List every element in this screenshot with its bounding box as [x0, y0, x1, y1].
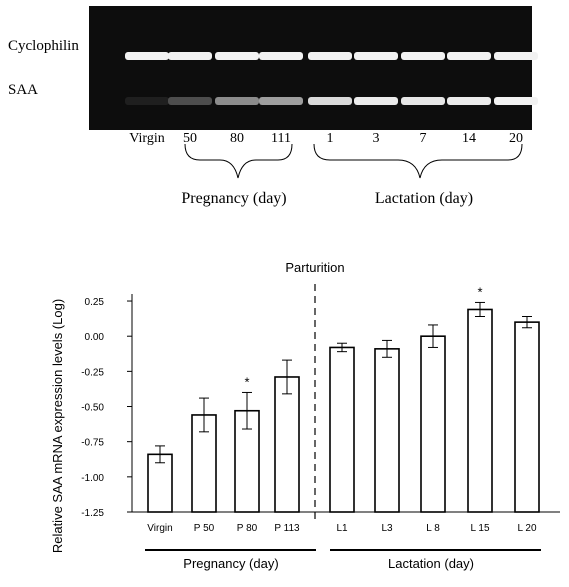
gel-lane-label: 7 — [420, 131, 427, 146]
gel-lane-label: 14 — [462, 131, 476, 146]
gel-lane-label: 3 — [373, 131, 380, 146]
gel-background — [89, 6, 532, 130]
saa-band — [259, 97, 303, 105]
bar — [420, 335, 446, 513]
gel-lane-label: Virgin — [129, 131, 164, 146]
cyclophilin-band — [401, 52, 445, 60]
cyclophilin-band — [308, 52, 352, 60]
y-tick-label: -1.25 — [81, 508, 104, 519]
x-tick-label: L3 — [381, 523, 393, 534]
saa-band — [401, 97, 445, 105]
gel-lane-label: 20 — [509, 131, 523, 146]
gel-row-label-cyclophilin: Cyclophilin — [8, 38, 79, 54]
x-tick-label: L 15 — [470, 523, 490, 534]
significance-star: * — [244, 374, 249, 389]
lactation-group-label: Lactation (day) — [388, 556, 474, 571]
saa-band — [447, 97, 491, 105]
x-tick-label: L 8 — [426, 523, 440, 534]
saa-band — [354, 97, 398, 105]
cyclophilin-band — [215, 52, 259, 60]
bar-chart: Relative SAA mRNA expression levels (Log… — [50, 260, 560, 571]
cyclophilin-band — [125, 52, 169, 60]
gel-panel: Cyclophilin SAA Virgin 50 80 111 1 3 7 14 20 Pre… — [8, 6, 538, 207]
saa-band — [215, 97, 259, 105]
gel-lane-label: 50 — [183, 131, 197, 146]
cyclophilin-band — [494, 52, 538, 60]
x-tick-label: P 50 — [194, 523, 215, 534]
y-tick-label: -0.50 — [81, 403, 104, 414]
y-axis-label: Relative SAA mRNA expression levels (Log… — [50, 299, 65, 553]
y-tick-label: -0.25 — [81, 367, 104, 378]
y-tick-label: 0.25 — [85, 297, 105, 308]
bar — [467, 308, 493, 513]
saa-band — [494, 97, 538, 105]
cyclophilin-band — [354, 52, 398, 60]
x-tick-label: Virgin — [147, 523, 172, 534]
bar — [274, 376, 300, 513]
saa-band — [308, 97, 352, 105]
pregnancy-group-label: Pregnancy (day) — [183, 556, 278, 571]
gel-lane-label: 80 — [230, 131, 244, 146]
pregnancy-brace — [184, 143, 293, 179]
y-tick-label: -1.00 — [81, 473, 104, 484]
gel-bands — [125, 52, 538, 105]
x-tick-label: P 113 — [274, 523, 300, 534]
significance-star: * — [477, 284, 482, 299]
bar — [329, 346, 355, 513]
gel-lane-label: 111 — [271, 131, 291, 146]
bar — [147, 453, 173, 513]
lactation-brace — [313, 143, 523, 179]
cyclophilin-band — [168, 52, 212, 60]
parturition-annotation: Parturition — [285, 260, 344, 275]
bar — [374, 348, 400, 513]
gel-group-label-pregnancy: Pregnancy (day) — [181, 190, 286, 207]
x-tick-label: L 20 — [517, 523, 537, 534]
gel-group-label-lactation: Lactation (day) — [375, 190, 473, 207]
bars: ** — [147, 284, 540, 513]
y-tick-label: -0.75 — [81, 438, 104, 449]
bar — [514, 321, 540, 513]
gel-row-label-saa: SAA — [8, 82, 38, 98]
x-tick-label: L1 — [336, 523, 348, 534]
gel-lane-label: 1 — [327, 131, 334, 146]
y-ticks: 0.25 0.00 -0.25 -0.50 -0.75 -1.00 -1.25 — [81, 297, 132, 519]
saa-band — [168, 97, 212, 105]
gel-lane-labels: Virgin 50 80 111 1 3 7 14 20 — [129, 131, 523, 146]
y-tick-label: 0.00 — [85, 332, 105, 343]
x-tick-label: P 80 — [237, 523, 258, 534]
cyclophilin-band — [447, 52, 491, 60]
cyclophilin-band — [259, 52, 303, 60]
x-tick-labels: Virgin P 50 P 80 P 113 L1 L3 L 8 L 15 L 20 — [147, 523, 537, 534]
saa-band — [125, 97, 169, 105]
